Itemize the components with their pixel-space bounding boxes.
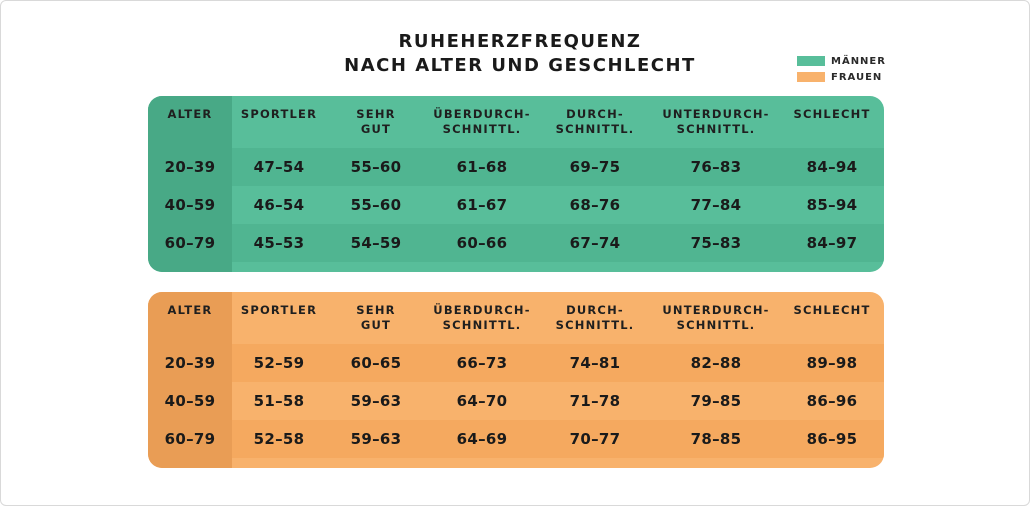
- women-cell-age: 60–79: [164, 430, 216, 448]
- men-cell-schlecht: 85–94: [806, 196, 858, 214]
- men-cell-unterdurchschnittl: 75–83: [690, 234, 742, 252]
- men-cell-durchschnittl: 68–76: [569, 196, 621, 214]
- women-cell-ueberdurchschnittl: 64–69: [456, 430, 508, 448]
- men-cell-sehr-gut: 54–59: [350, 234, 402, 252]
- legend-item-men: MÄNNER: [797, 53, 886, 69]
- women-cell-sehr-gut: 60–65: [350, 354, 402, 372]
- men-header-sehr-gut: SEHR GUT: [356, 107, 396, 136]
- men-cell-ueberdurchschnittl: 61–68: [456, 158, 508, 176]
- men-cell-sehr-gut: 55–60: [350, 158, 402, 176]
- women-header-alter: ALTER: [167, 303, 213, 317]
- men-cell-sportler: 47–54: [253, 158, 305, 176]
- women-cell-age: 40–59: [164, 392, 216, 410]
- women-header-durchschnittl: DURCH- SCHNITTL.: [555, 303, 635, 332]
- women-cell-schlecht: 86–95: [806, 430, 858, 448]
- women-cell-unterdurchschnittl: 79–85: [690, 392, 742, 410]
- men-cell-sportler: 46–54: [253, 196, 305, 214]
- women-cell-durchschnittl: 70–77: [569, 430, 621, 448]
- women-table-row: 40–59 51–58 59–63 64–70 71–78 79–85 86–9…: [148, 382, 884, 420]
- women-cell-durchschnittl: 74–81: [569, 354, 621, 372]
- women-cell-age: 20–39: [164, 354, 216, 372]
- women-cell-schlecht: 86–96: [806, 392, 858, 410]
- legend-label-women: FRAUEN: [831, 71, 883, 83]
- women-cell-schlecht: 89–98: [806, 354, 858, 372]
- women-cell-sehr-gut: 59–63: [350, 392, 402, 410]
- title-line-2: NACH ALTER UND GESCHLECHT: [344, 55, 696, 76]
- women-age-column-bg: [148, 292, 232, 468]
- men-table-row: 60–79 45–53 54–59 60–66 67–74 75–83 84–9…: [148, 224, 884, 262]
- women-cell-durchschnittl: 71–78: [569, 392, 621, 410]
- women-table-row: 60–79 52–58 59–63 64–69 70–77 78–85 86–9…: [148, 420, 884, 458]
- women-header-ueberdurchschnittl: ÜBERDURCH- SCHNITTL.: [433, 303, 531, 332]
- women-header-schlecht: SCHLECHT: [793, 303, 871, 317]
- title-line-1: RUHEHERZFREQUENZ: [398, 31, 642, 52]
- men-cell-sehr-gut: 55–60: [350, 196, 402, 214]
- men-cell-age: 40–59: [164, 196, 216, 214]
- women-cell-unterdurchschnittl: 82–88: [690, 354, 742, 372]
- legend-item-women: FRAUEN: [797, 69, 886, 85]
- men-cell-sportler: 45–53: [253, 234, 305, 252]
- women-cell-sehr-gut: 59–63: [350, 430, 402, 448]
- women-cell-sportler: 52–58: [253, 430, 305, 448]
- legend-label-men: MÄNNER: [831, 55, 886, 67]
- men-cell-durchschnittl: 69–75: [569, 158, 621, 176]
- men-table: ALTER SPORTLER SEHR GUT ÜBERDURCH- SCHNITT…: [148, 96, 884, 272]
- men-header-ueberdurchschnittl: ÜBERDURCH- SCHNITTL.: [433, 107, 531, 136]
- men-header-sportler: SPORTLER: [240, 107, 318, 121]
- women-table-row: 20–39 52–59 60–65 66–73 74–81 82–88 89–9…: [148, 344, 884, 382]
- women-header-sehr-gut: SEHR GUT: [356, 303, 396, 332]
- page-title: RUHEHERZFREQUENZ NACH ALTER UND GESCHLEC…: [320, 30, 720, 78]
- women-header-sportler: SPORTLER: [240, 303, 318, 317]
- men-table-row: 20–39 47–54 55–60 61–68 69–75 76–83 84–9…: [148, 148, 884, 186]
- men-cell-ueberdurchschnittl: 60–66: [456, 234, 508, 252]
- men-cell-age: 60–79: [164, 234, 216, 252]
- legend-swatch-men: [797, 56, 825, 66]
- men-header-row: ALTER SPORTLER SEHR GUT ÜBERDURCH- SCHNITT…: [148, 96, 884, 148]
- men-cell-durchschnittl: 67–74: [569, 234, 621, 252]
- women-header-row: ALTER SPORTLER SEHR GUT ÜBERDURCH- SCHNITT…: [148, 292, 884, 344]
- women-cell-ueberdurchschnittl: 66–73: [456, 354, 508, 372]
- women-header-unterdurchschnittl: UNTERDURCH- SCHNITTL.: [662, 303, 770, 332]
- men-header-schlecht: SCHLECHT: [793, 107, 871, 121]
- men-cell-ueberdurchschnittl: 61–67: [456, 196, 508, 214]
- men-cell-unterdurchschnittl: 77–84: [690, 196, 742, 214]
- legend-swatch-women: [797, 72, 825, 82]
- women-table: ALTER SPORTLER SEHR GUT ÜBERDURCH- SCHNITT…: [148, 292, 884, 468]
- men-header-durchschnittl: DURCH- SCHNITTL.: [555, 107, 635, 136]
- men-header-alter: ALTER: [167, 107, 213, 121]
- men-age-column-bg: [148, 96, 232, 272]
- men-table-row: 40–59 46–54 55–60 61–67 68–76 77–84 85–9…: [148, 186, 884, 224]
- men-header-unterdurchschnittl: UNTERDURCH- SCHNITTL.: [662, 107, 770, 136]
- women-cell-ueberdurchschnittl: 64–70: [456, 392, 508, 410]
- women-cell-unterdurchschnittl: 78–85: [690, 430, 742, 448]
- men-cell-age: 20–39: [164, 158, 216, 176]
- women-cell-sportler: 51–58: [253, 392, 305, 410]
- men-cell-schlecht: 84–97: [806, 234, 858, 252]
- women-cell-sportler: 52–59: [253, 354, 305, 372]
- men-cell-schlecht: 84–94: [806, 158, 858, 176]
- men-cell-unterdurchschnittl: 76–83: [690, 158, 742, 176]
- legend: MÄNNER FRAUEN: [797, 53, 886, 85]
